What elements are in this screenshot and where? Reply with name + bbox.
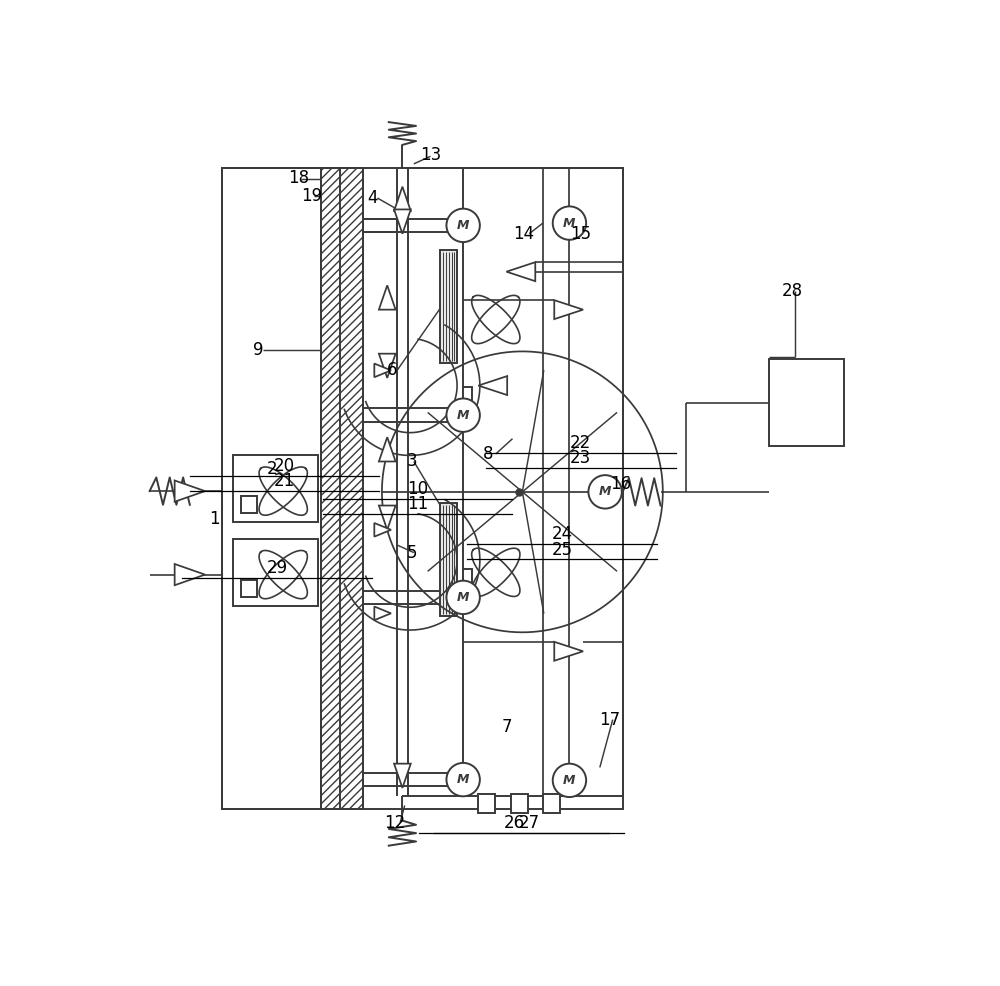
Bar — [233, 456, 318, 523]
Text: 26: 26 — [503, 813, 525, 832]
Polygon shape — [374, 364, 391, 378]
Text: 12: 12 — [384, 813, 405, 832]
Circle shape — [446, 581, 480, 614]
Polygon shape — [506, 262, 535, 281]
Text: 25: 25 — [551, 540, 572, 558]
Bar — [241, 580, 257, 597]
Circle shape — [553, 206, 586, 240]
Text: 15: 15 — [570, 225, 591, 243]
Text: M: M — [457, 773, 469, 786]
Text: 18: 18 — [288, 169, 309, 186]
Polygon shape — [175, 564, 205, 586]
Text: M: M — [457, 591, 469, 603]
Bar — [463, 168, 623, 796]
Text: 7: 7 — [501, 718, 512, 737]
Polygon shape — [554, 300, 583, 319]
Text: M: M — [457, 219, 469, 232]
Text: 13: 13 — [420, 146, 441, 164]
Circle shape — [446, 398, 480, 432]
Text: M: M — [599, 485, 611, 498]
Bar — [222, 168, 340, 810]
Text: 20: 20 — [274, 458, 295, 475]
Bar — [440, 503, 457, 615]
Text: 5: 5 — [407, 543, 418, 562]
Text: 24: 24 — [551, 526, 572, 543]
Text: M: M — [563, 217, 576, 230]
Polygon shape — [394, 764, 411, 788]
Circle shape — [553, 763, 586, 797]
Circle shape — [588, 475, 622, 509]
Text: M: M — [563, 774, 576, 787]
Polygon shape — [394, 209, 411, 234]
Text: 10: 10 — [407, 480, 428, 498]
Polygon shape — [478, 376, 507, 395]
Polygon shape — [379, 506, 396, 529]
Text: 22: 22 — [570, 434, 591, 453]
Text: 6: 6 — [387, 362, 398, 380]
Bar — [511, 794, 528, 813]
Text: 4: 4 — [368, 189, 378, 207]
Text: 21: 21 — [274, 472, 295, 490]
Circle shape — [446, 209, 480, 243]
Polygon shape — [379, 285, 396, 310]
Text: 3: 3 — [407, 453, 418, 470]
Text: 19: 19 — [301, 186, 322, 205]
Polygon shape — [374, 606, 391, 620]
Text: 11: 11 — [407, 495, 428, 513]
Circle shape — [446, 763, 480, 797]
Bar — [463, 585, 472, 599]
Polygon shape — [379, 437, 396, 461]
Text: 2: 2 — [267, 460, 277, 478]
Text: 9: 9 — [253, 341, 263, 359]
Bar — [440, 250, 457, 363]
Bar — [233, 539, 318, 605]
Bar — [241, 496, 257, 513]
Bar — [478, 794, 495, 813]
Text: 1: 1 — [210, 510, 220, 528]
Text: 23: 23 — [570, 450, 591, 467]
Bar — [321, 168, 363, 810]
Polygon shape — [175, 480, 205, 502]
Text: 29: 29 — [267, 559, 288, 577]
Polygon shape — [394, 186, 411, 211]
Text: 14: 14 — [513, 225, 534, 243]
Bar — [463, 387, 472, 400]
Bar — [463, 569, 472, 583]
Polygon shape — [374, 523, 391, 536]
Text: 16: 16 — [610, 475, 631, 493]
Bar — [769, 359, 844, 447]
Text: 27: 27 — [519, 813, 540, 832]
Text: M: M — [457, 408, 469, 422]
Text: 28: 28 — [781, 282, 802, 301]
Polygon shape — [554, 642, 583, 661]
Text: 17: 17 — [599, 711, 620, 729]
Text: 8: 8 — [483, 445, 493, 462]
Polygon shape — [379, 354, 396, 378]
Bar — [463, 402, 472, 416]
Bar — [222, 168, 623, 810]
Bar — [543, 794, 560, 813]
